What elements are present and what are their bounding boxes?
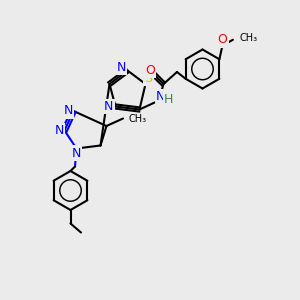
Text: N: N <box>156 90 165 104</box>
Text: H: H <box>164 92 173 106</box>
Text: S: S <box>145 72 152 85</box>
Text: O: O <box>218 33 227 46</box>
Text: N: N <box>54 124 64 137</box>
Text: O: O <box>145 64 155 77</box>
Text: CH₃: CH₃ <box>239 33 258 43</box>
Text: N: N <box>63 104 73 118</box>
Text: N: N <box>104 100 114 113</box>
Text: CH₃: CH₃ <box>128 113 146 124</box>
Text: N: N <box>117 61 126 74</box>
Text: N: N <box>72 146 81 160</box>
